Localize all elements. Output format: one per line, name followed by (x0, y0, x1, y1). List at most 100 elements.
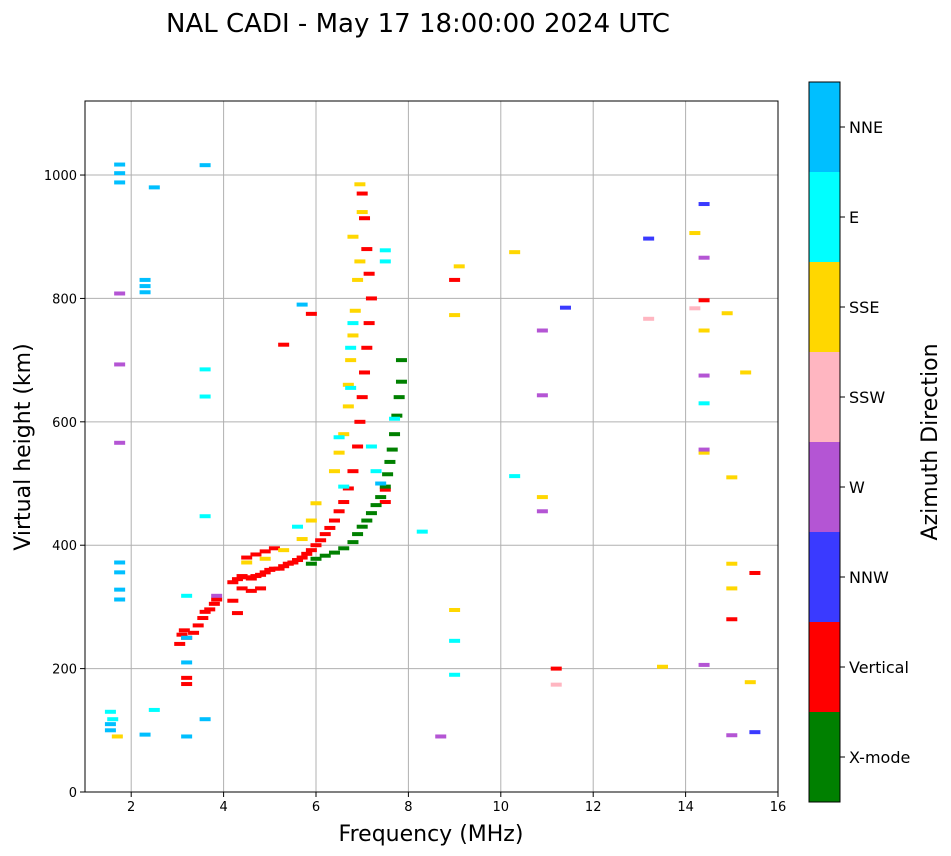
data-point (657, 664, 668, 669)
data-point (356, 210, 368, 215)
data-point (749, 570, 761, 575)
data-point (278, 342, 290, 347)
data-point (536, 495, 548, 500)
data-point (287, 560, 299, 565)
data-point (382, 472, 394, 477)
data-point (698, 662, 710, 667)
data-point (384, 459, 396, 464)
data-point (231, 577, 243, 582)
data-point (114, 570, 126, 575)
data-point (375, 481, 387, 486)
data-point (176, 632, 188, 637)
data-point (740, 370, 752, 375)
data-point (310, 501, 322, 506)
data-point (356, 524, 368, 529)
data-point (338, 484, 350, 489)
data-point (114, 597, 126, 602)
data-point (379, 487, 391, 492)
data-point (395, 379, 407, 384)
data-point (698, 328, 710, 333)
y-tick-label: 1000 (44, 169, 77, 184)
data-point (361, 345, 373, 350)
data-point (536, 393, 548, 398)
data-point (107, 717, 119, 722)
y-axis-ticks: 0 200 400 600 800 1000 (44, 169, 85, 801)
data-point (178, 628, 190, 633)
data-point (721, 311, 733, 316)
data-point (375, 495, 387, 500)
colorbar-tick-label: Vertical (849, 658, 909, 677)
data-point (211, 593, 223, 598)
data-point (365, 511, 377, 516)
data-point (268, 546, 280, 551)
plot-frame (84, 100, 779, 793)
data-point (245, 588, 257, 593)
data-point (509, 474, 521, 479)
data-point (370, 469, 382, 474)
data-point (643, 236, 655, 241)
series-nne (104, 162, 387, 739)
data-point (342, 382, 354, 387)
data-point (199, 394, 211, 399)
data-point (347, 333, 359, 338)
data-point (231, 611, 243, 616)
data-point (550, 682, 562, 687)
data-point (726, 733, 738, 738)
data-point (305, 561, 317, 566)
data-point (114, 560, 126, 565)
data-point (250, 552, 262, 557)
data-point (698, 401, 710, 406)
data-point (211, 597, 223, 602)
data-point (139, 277, 151, 282)
data-point (114, 180, 126, 185)
x-tick-label: 12 (585, 800, 602, 815)
data-point (199, 367, 211, 372)
data-point (324, 525, 336, 530)
data-point (356, 191, 368, 196)
data-point (347, 469, 359, 474)
data-point (689, 306, 701, 311)
data-point (199, 514, 211, 519)
data-point (449, 607, 461, 612)
data-point (208, 601, 220, 606)
data-point (416, 529, 428, 534)
colorbar-segment (809, 622, 840, 712)
data-point (536, 509, 548, 514)
data-point (278, 564, 290, 569)
data-point (139, 284, 151, 289)
data-point (305, 518, 317, 523)
y-tick-label: 0 (69, 786, 77, 801)
data-point (435, 734, 447, 739)
data-points (104, 162, 761, 739)
data-point (315, 538, 327, 543)
data-point (352, 532, 364, 537)
data-point (296, 302, 308, 307)
data-point (643, 316, 655, 321)
data-point (174, 641, 186, 646)
data-point (111, 734, 123, 739)
colorbar-frame (808, 81, 841, 803)
data-point (363, 271, 375, 276)
data-point (698, 373, 710, 378)
data-point (349, 308, 361, 313)
data-point (139, 290, 151, 295)
x-tick-label: 8 (404, 800, 412, 815)
data-point (361, 518, 373, 523)
data-point (204, 607, 216, 612)
data-point (453, 264, 465, 269)
data-point (241, 555, 253, 560)
y-tick-label: 200 (52, 663, 77, 678)
data-point (296, 537, 308, 542)
data-point (148, 707, 160, 712)
data-point (726, 586, 738, 591)
data-point (245, 576, 257, 581)
data-point (356, 395, 368, 400)
data-point (319, 553, 331, 558)
data-point (379, 259, 391, 264)
colorbar-tick-label: NNE (849, 118, 883, 137)
data-point (559, 305, 571, 310)
data-point (698, 447, 710, 452)
data-point (197, 616, 209, 621)
data-point (319, 532, 331, 537)
colorbar-segment (809, 532, 840, 622)
